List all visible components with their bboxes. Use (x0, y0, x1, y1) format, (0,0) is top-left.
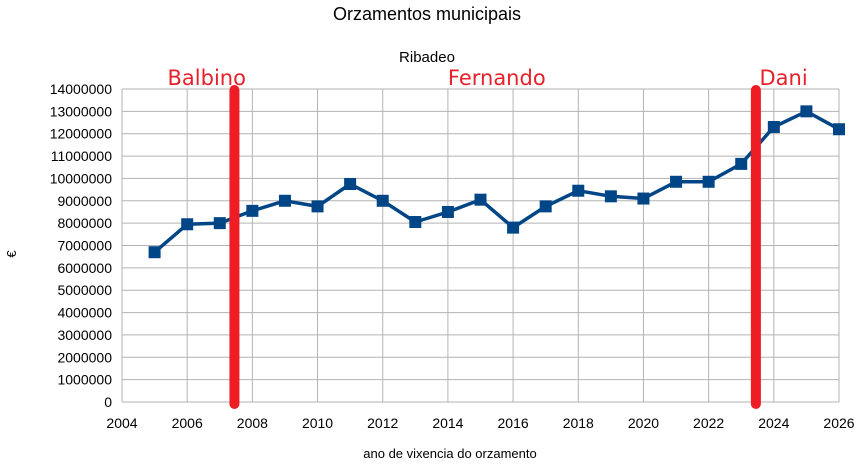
x-tick-label: 2018 (563, 415, 594, 431)
x-axis-label: ano de vixencia do orzamento (363, 446, 536, 461)
data-point (311, 200, 324, 213)
axis-ticks: 0 1000000 2000000 3000000 4000000 5000000 6000… (50, 81, 855, 431)
annotation-label: Fernando (448, 66, 546, 90)
x-tick-label: 2016 (498, 415, 529, 431)
data-point (572, 184, 585, 197)
data-point (181, 218, 194, 231)
data-point (735, 157, 748, 170)
data-point (800, 105, 813, 118)
data-point (148, 246, 161, 259)
grid (121, 88, 840, 403)
y-tick-label: 4000000 (57, 305, 112, 321)
data-point (441, 205, 454, 218)
data-point (474, 193, 487, 206)
annotations: Balbino Fernando Dani (168, 66, 808, 90)
x-tick-label: 2008 (237, 415, 268, 431)
x-tick-label: 2004 (106, 415, 137, 431)
data-point (833, 123, 845, 136)
y-tick-label: 6000000 (57, 260, 112, 276)
x-tick-label: 2012 (367, 415, 398, 431)
annotation-label: Dani (760, 66, 808, 90)
x-tick-label: 2026 (823, 415, 854, 431)
data-point (507, 221, 520, 234)
y-tick-label: 14000000 (50, 81, 113, 97)
y-tick-label: 9000000 (57, 193, 112, 209)
data-point (604, 190, 617, 203)
x-tick-label: 2020 (628, 415, 659, 431)
y-tick-label: 12000000 (50, 126, 113, 142)
data-point (344, 178, 357, 191)
data-point (637, 192, 650, 205)
y-tick-label: 11000000 (51, 148, 112, 164)
y-tick-label: 10000000 (50, 170, 113, 186)
series (148, 105, 845, 259)
chart-subtitle: Ribadeo (399, 49, 455, 66)
y-axis-label: € (4, 250, 19, 258)
data-point (409, 216, 422, 229)
x-tick-label: 2024 (758, 415, 789, 431)
y-tick-label: 8000000 (57, 215, 112, 231)
data-point (670, 175, 683, 188)
x-tick-label: 2010 (302, 415, 333, 431)
data-point (767, 121, 780, 134)
y-tick-label: 7000000 (57, 238, 112, 254)
data-point (213, 217, 226, 230)
y-tick-label: 3000000 (57, 327, 112, 343)
data-point (376, 194, 389, 207)
vertical-markers (229, 85, 761, 409)
chart-title: Orzamentos municipais (333, 4, 521, 24)
series-line (153, 109, 840, 254)
y-tick-label: 13000000 (50, 103, 113, 119)
data-point (539, 200, 552, 213)
x-tick-label: 2014 (432, 415, 463, 431)
x-tick-label: 2006 (172, 415, 203, 431)
y-tick-label: 0 (104, 394, 112, 410)
annotation-label: Balbino (168, 66, 246, 90)
y-tick-label: 2000000 (57, 349, 112, 365)
x-tick-label: 2022 (693, 415, 724, 431)
y-tick-label: 1000000 (57, 372, 112, 388)
data-point (702, 175, 715, 188)
data-point (246, 204, 259, 217)
data-point (278, 194, 291, 207)
y-tick-label: 5000000 (57, 282, 112, 298)
